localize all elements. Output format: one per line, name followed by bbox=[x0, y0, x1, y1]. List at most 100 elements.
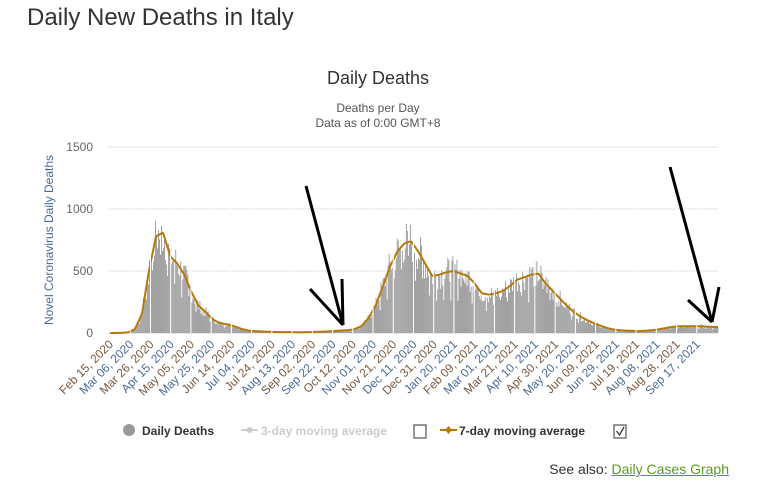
daily-bar bbox=[658, 329, 660, 333]
legend-3day-average[interactable]: 3-day moving average bbox=[241, 424, 387, 438]
daily-bar bbox=[653, 330, 655, 333]
daily-bar bbox=[142, 298, 144, 333]
daily-bar bbox=[533, 286, 535, 333]
daily-bar bbox=[217, 321, 219, 333]
daily-bar bbox=[189, 285, 191, 333]
daily-bar bbox=[383, 277, 385, 333]
daily-bar bbox=[455, 269, 457, 333]
daily-bar bbox=[589, 323, 590, 333]
daily-bar bbox=[499, 300, 501, 333]
daily-bar bbox=[659, 329, 661, 333]
daily-bar bbox=[364, 320, 366, 333]
daily-bar bbox=[211, 316, 213, 333]
daily-bar bbox=[195, 311, 197, 333]
daily-bar bbox=[447, 257, 449, 333]
daily-bar bbox=[404, 248, 406, 333]
daily-bar bbox=[362, 325, 364, 333]
daily-bar bbox=[330, 331, 331, 333]
daily-bar bbox=[441, 270, 443, 333]
daily-bar bbox=[606, 328, 608, 333]
daily-bar bbox=[684, 327, 686, 333]
daily-bar bbox=[344, 331, 346, 333]
daily-bar bbox=[469, 291, 471, 333]
daily-bar bbox=[399, 246, 401, 333]
daily-bar bbox=[479, 299, 481, 333]
daily-bar bbox=[358, 329, 360, 333]
daily-bar bbox=[643, 330, 645, 333]
daily-bar bbox=[347, 330, 349, 333]
daily-bar bbox=[511, 279, 513, 333]
daily-bar bbox=[539, 278, 541, 333]
daily-bar bbox=[449, 281, 451, 333]
daily-bar bbox=[679, 327, 680, 333]
daily-bar bbox=[650, 330, 652, 333]
daily-bar bbox=[215, 323, 217, 333]
daily-bar bbox=[506, 297, 507, 333]
daily-bar bbox=[531, 268, 533, 333]
daily-bar bbox=[542, 288, 544, 333]
daily-bar bbox=[492, 305, 494, 333]
daily-bar bbox=[225, 326, 227, 333]
daily-bar bbox=[408, 244, 410, 333]
checkbox-7day[interactable] bbox=[613, 424, 627, 439]
daily-bar bbox=[250, 330, 252, 333]
daily-bar bbox=[601, 327, 603, 333]
daily-bar bbox=[543, 283, 545, 333]
daily-bar bbox=[241, 329, 242, 333]
daily-bar bbox=[248, 330, 249, 333]
daily-bar bbox=[429, 295, 431, 333]
daily-bar bbox=[466, 285, 468, 333]
daily-bar bbox=[150, 264, 152, 333]
daily-bar bbox=[178, 273, 180, 333]
daily-bar bbox=[530, 276, 532, 333]
daily-bar bbox=[714, 326, 716, 333]
daily-bar bbox=[616, 330, 618, 333]
daily-bar bbox=[585, 322, 587, 333]
daily-bar bbox=[512, 291, 514, 333]
daily-bar bbox=[436, 300, 438, 333]
daily-bar bbox=[176, 264, 178, 333]
daily-bar bbox=[400, 269, 402, 333]
daily-cases-graph-link[interactable]: Daily Cases Graph bbox=[611, 461, 730, 477]
daily-bar bbox=[396, 238, 398, 333]
daily-bar bbox=[571, 316, 573, 333]
daily-bar bbox=[131, 330, 133, 333]
daily-bar bbox=[672, 327, 674, 333]
daily-bar bbox=[572, 308, 574, 333]
daily-bar bbox=[490, 287, 492, 333]
daily-bar bbox=[497, 293, 499, 333]
daily-bar bbox=[524, 290, 526, 333]
daily-bar bbox=[219, 321, 221, 333]
daily-bar bbox=[156, 237, 157, 333]
daily-bar bbox=[196, 299, 198, 333]
daily-bar bbox=[634, 331, 636, 333]
daily-bar bbox=[559, 290, 561, 333]
daily-bar bbox=[130, 331, 132, 333]
y-axis-label: Novel Coronavirus Daily Deaths bbox=[42, 155, 56, 325]
daily-bar bbox=[187, 274, 189, 333]
daily-bar bbox=[161, 225, 162, 333]
arrow-line bbox=[304, 185, 345, 326]
checkbox-3day[interactable] bbox=[413, 424, 427, 439]
daily-bar bbox=[656, 330, 658, 333]
daily-bar bbox=[694, 325, 696, 333]
daily-bar bbox=[165, 259, 167, 333]
daily-bar bbox=[596, 325, 598, 333]
daily-bar bbox=[180, 261, 182, 333]
daily-bar bbox=[518, 281, 520, 333]
legend-7day-average[interactable]: 7-day moving average bbox=[440, 424, 585, 438]
daily-bar bbox=[460, 286, 462, 333]
daily-bar bbox=[619, 329, 621, 333]
daily-bar bbox=[361, 325, 363, 333]
daily-bar bbox=[604, 326, 606, 333]
daily-bar bbox=[222, 325, 224, 333]
daily-bar bbox=[569, 313, 571, 333]
daily-bar bbox=[369, 316, 371, 333]
daily-bar bbox=[532, 266, 534, 333]
y-tick-label: 1500 bbox=[66, 140, 93, 154]
daily-bar bbox=[355, 329, 357, 333]
arrow-head bbox=[340, 278, 345, 326]
daily-bar bbox=[577, 322, 579, 333]
legend-daily-deaths[interactable]: Daily Deaths bbox=[123, 424, 214, 438]
